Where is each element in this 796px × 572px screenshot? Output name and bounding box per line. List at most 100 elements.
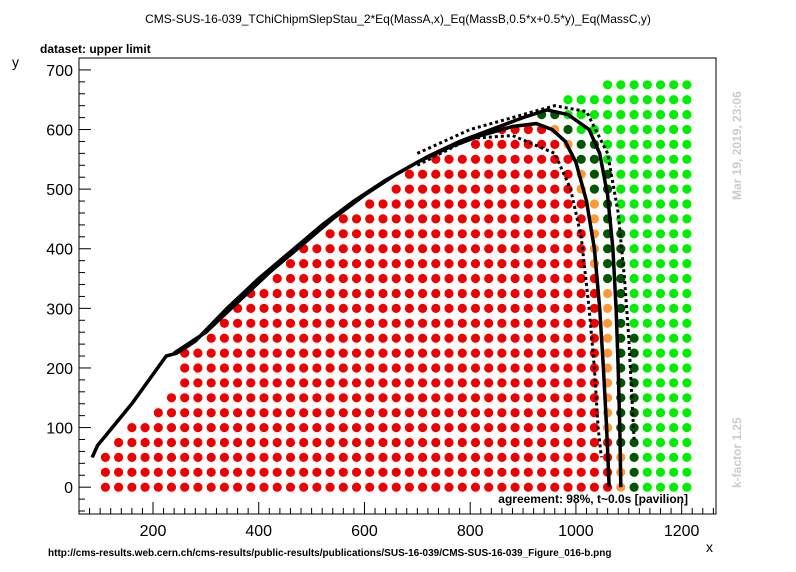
data-point — [603, 318, 613, 328]
data-point — [378, 348, 388, 358]
data-point — [233, 423, 243, 433]
data-point — [642, 333, 652, 343]
data-point — [404, 378, 414, 388]
data-point — [537, 482, 547, 492]
data-point — [127, 437, 137, 448]
data-point — [497, 437, 507, 448]
data-point — [470, 348, 481, 358]
data-point — [457, 259, 467, 269]
data-point — [431, 408, 441, 418]
data-point — [351, 423, 362, 433]
data-point — [338, 259, 348, 269]
data-point — [523, 482, 533, 492]
data-point — [325, 423, 335, 433]
data-point — [642, 124, 652, 135]
y-tick-label: 600 — [46, 123, 73, 140]
data-point — [391, 482, 401, 492]
data-point — [589, 184, 600, 194]
data-point — [418, 259, 428, 269]
data-point — [655, 95, 666, 105]
data-point — [312, 482, 322, 492]
data-point — [233, 452, 243, 462]
data-point — [391, 214, 401, 224]
data-point — [325, 259, 335, 269]
data-point — [338, 467, 348, 477]
data-point — [219, 452, 229, 462]
data-point — [669, 333, 679, 343]
data-point — [510, 363, 520, 373]
data-point — [338, 378, 348, 388]
data-point — [484, 169, 494, 179]
data-point — [682, 154, 692, 164]
data-point — [444, 378, 454, 388]
data-point — [431, 184, 441, 194]
data-point — [484, 229, 494, 239]
data-point — [470, 303, 481, 313]
data-point — [642, 423, 652, 433]
data-point — [537, 288, 547, 299]
data-point — [537, 139, 547, 149]
data-point — [391, 423, 401, 433]
data-point — [325, 288, 335, 299]
data-point — [642, 95, 652, 105]
data-point — [523, 378, 533, 388]
data-point — [418, 229, 428, 239]
data-point — [378, 244, 388, 254]
data-point — [100, 482, 110, 492]
data-point — [338, 363, 348, 373]
data-point — [470, 288, 481, 299]
data-point — [497, 467, 507, 477]
data-point — [537, 229, 547, 239]
data-point — [338, 482, 348, 492]
data-point — [378, 214, 388, 224]
data-point — [642, 452, 652, 462]
data-point — [325, 318, 335, 328]
data-point — [550, 229, 560, 239]
data-point — [246, 408, 256, 418]
data-point — [299, 378, 309, 388]
data-point — [272, 333, 282, 343]
data-point — [391, 363, 401, 373]
data-point — [510, 408, 520, 418]
data-point — [510, 229, 520, 239]
data-point — [127, 467, 137, 477]
data-point — [193, 437, 203, 448]
data-point — [537, 408, 547, 418]
data-point — [312, 378, 322, 388]
data-point — [682, 423, 692, 433]
data-point — [299, 393, 309, 403]
data-point — [550, 169, 560, 179]
data-point — [497, 423, 507, 433]
data-point — [325, 244, 335, 254]
data-point — [312, 393, 322, 403]
data-point — [603, 333, 613, 343]
data-point — [391, 408, 401, 418]
data-point — [365, 378, 375, 388]
data-point — [338, 288, 348, 299]
data-point — [629, 139, 639, 149]
data-point — [682, 110, 692, 120]
data-point — [655, 154, 666, 164]
data-point — [233, 348, 243, 358]
data-point — [470, 184, 481, 194]
data-point — [418, 184, 428, 194]
data-point — [616, 139, 626, 149]
data-point — [166, 467, 177, 477]
data-point — [537, 363, 547, 373]
data-point — [166, 393, 177, 403]
data-point — [391, 333, 401, 343]
data-point — [285, 288, 296, 299]
x-tick-label: 800 — [457, 523, 484, 540]
data-point — [246, 348, 256, 358]
data-point — [378, 229, 388, 239]
y-tick-label: 500 — [46, 182, 73, 199]
data-point — [206, 423, 216, 433]
data-point — [312, 273, 322, 284]
data-point — [351, 482, 362, 492]
data-point — [351, 303, 362, 313]
data-point — [669, 452, 679, 462]
data-point — [669, 244, 679, 254]
data-point — [127, 482, 137, 492]
data-point — [272, 363, 282, 373]
data-point — [563, 423, 573, 433]
